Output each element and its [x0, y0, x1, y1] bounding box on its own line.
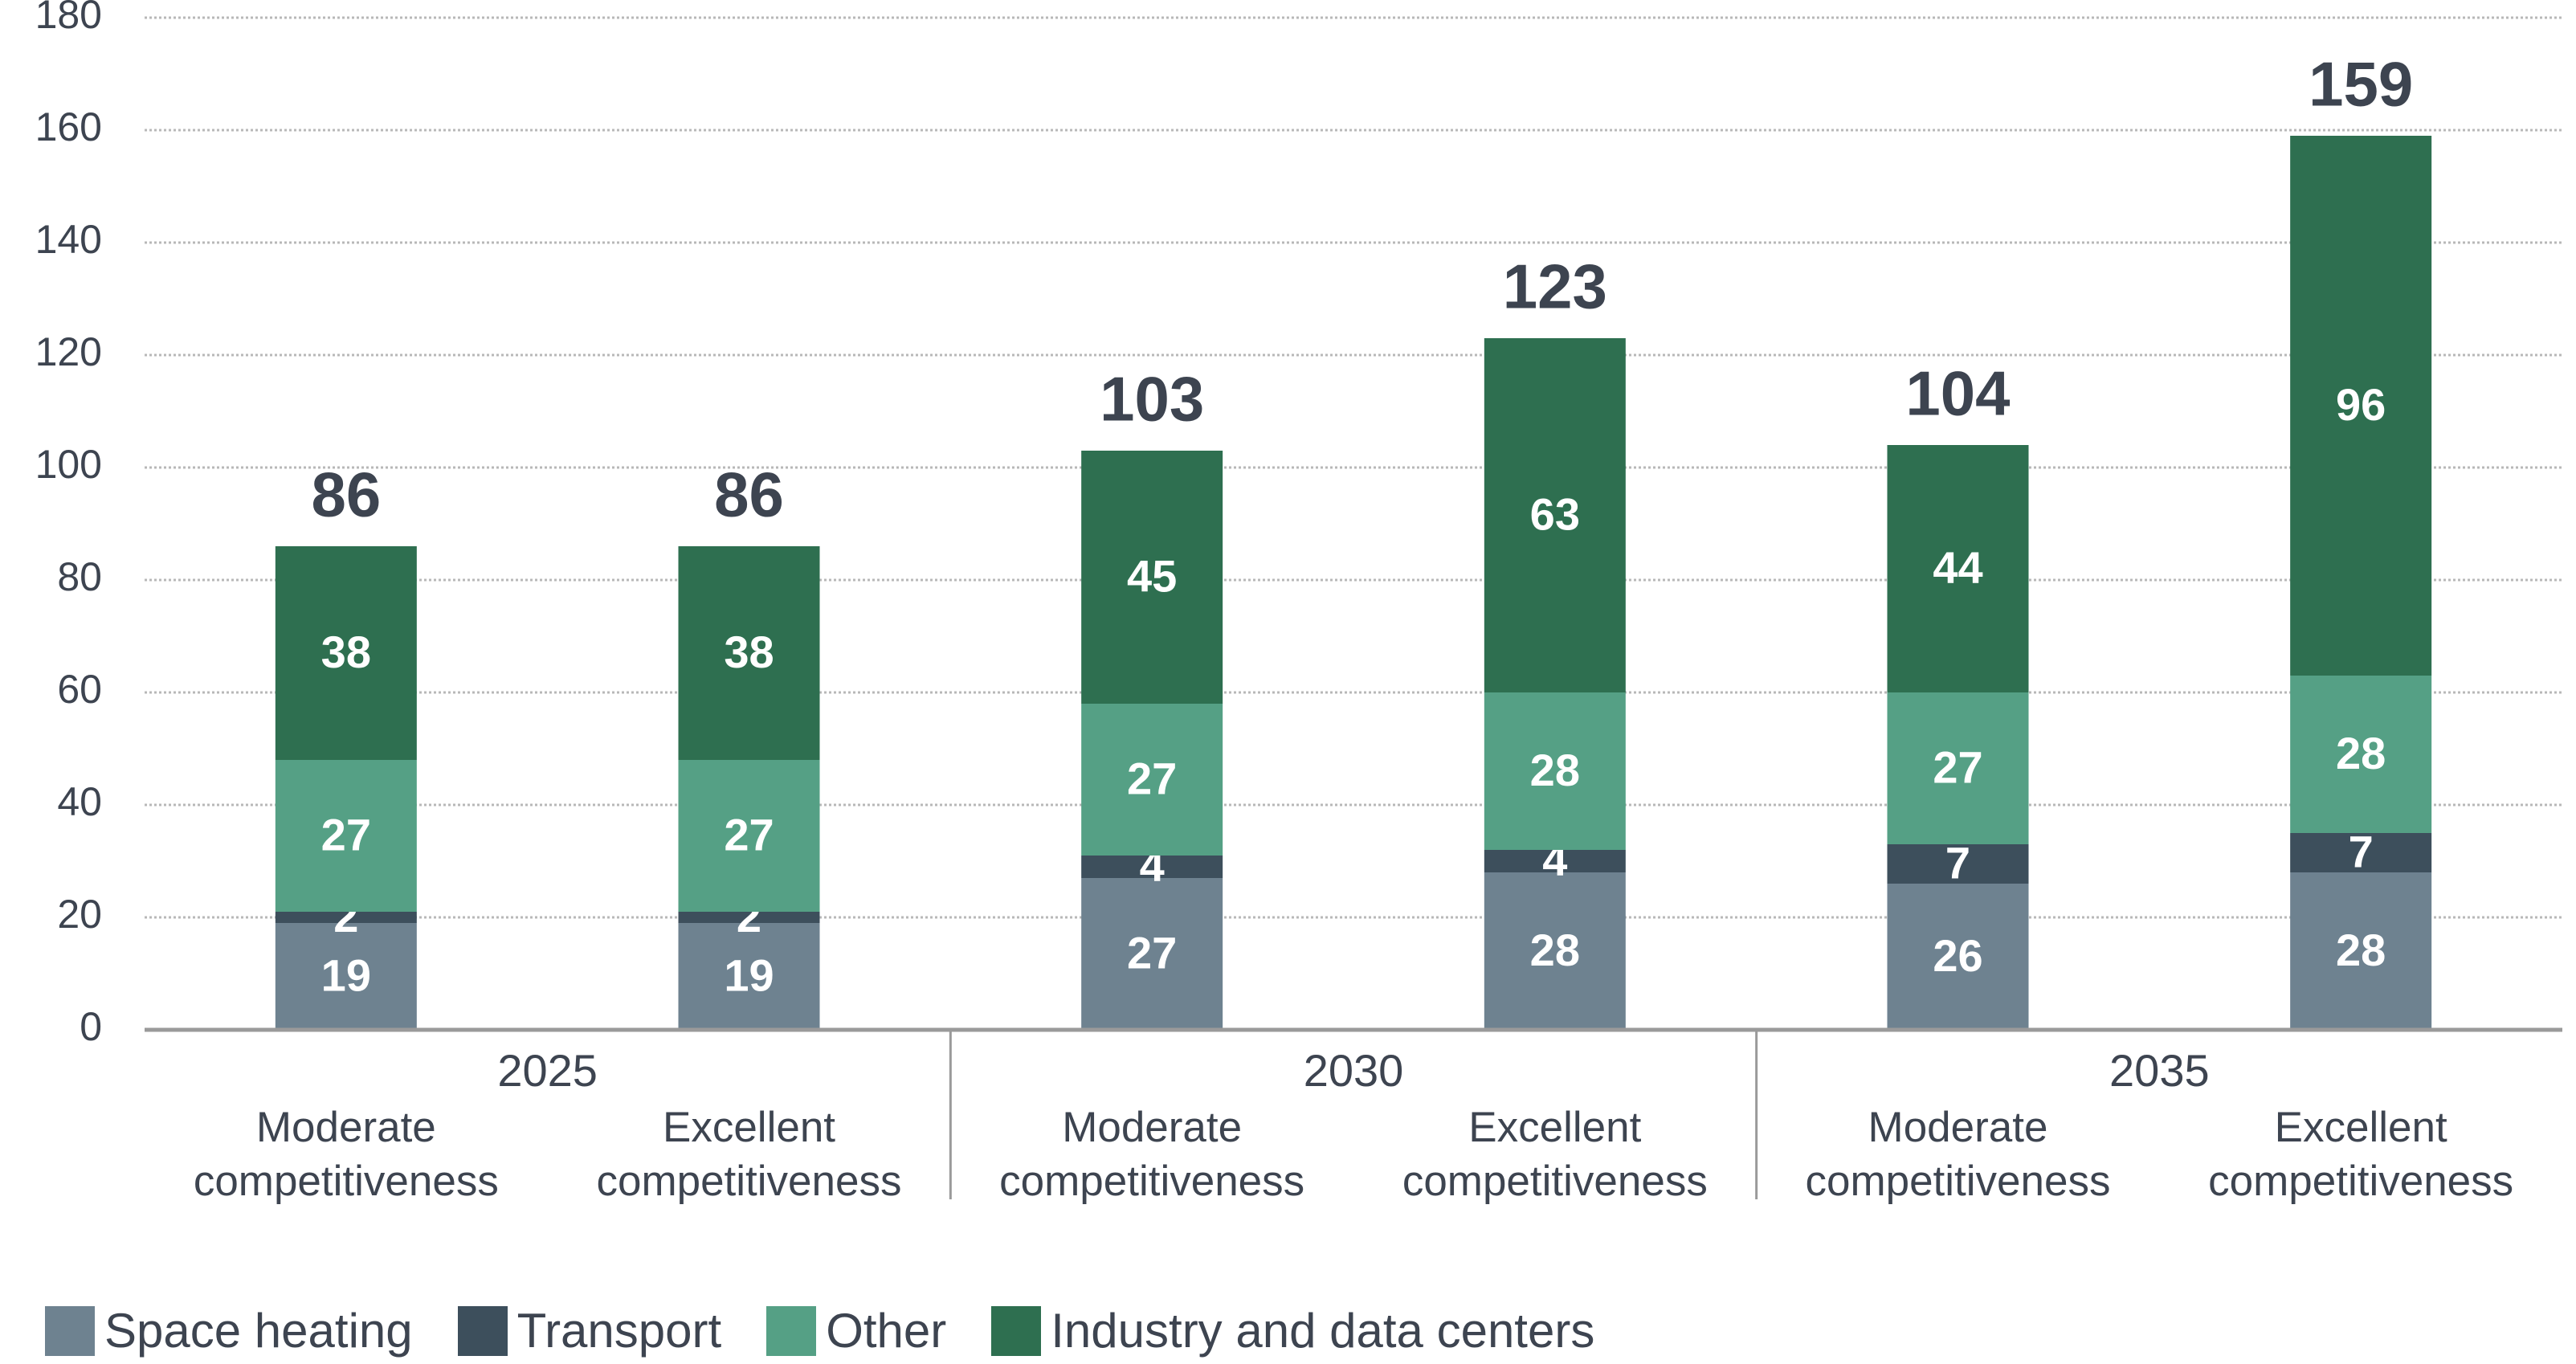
segment-label: 27 [1933, 741, 1982, 792]
segment-label: 7 [2349, 826, 2374, 876]
segment-label: 28 [2336, 925, 2386, 975]
x-tick-label: Moderate competitiveness [999, 1104, 1305, 1205]
bar-segment [1887, 844, 2029, 884]
segment-label: 63 [1530, 488, 1580, 539]
legend-label: Industry and data centers [1051, 1304, 1595, 1358]
total-label: 103 [1100, 364, 1204, 435]
total-label: 159 [2309, 49, 2413, 120]
bar-segment [1887, 884, 2029, 1030]
bar-segment [1484, 692, 1626, 850]
legend-item: Other [766, 1303, 946, 1358]
y-tick-label: 0 [80, 1004, 102, 1049]
segment-label: 28 [2336, 728, 2386, 778]
x-tick-label: Excellent competitiveness [2208, 1104, 2514, 1205]
segment-label: 19 [321, 949, 371, 1000]
legend-label: Other [826, 1304, 947, 1358]
total-label: 123 [1503, 251, 1607, 322]
segment-label: 27 [724, 809, 774, 860]
y-tick-label: 40 [57, 779, 102, 824]
segment-label: 26 [1933, 930, 1982, 981]
group-label: 2025 [497, 1045, 598, 1096]
y-tick-label: 140 [35, 217, 102, 262]
segment-label: 27 [321, 809, 371, 860]
bar-segment [1887, 445, 2029, 692]
y-tick-label: 60 [57, 667, 102, 712]
bar-segment [678, 923, 820, 1030]
bar-segment [1081, 704, 1223, 856]
legend-label: Space heating [104, 1304, 413, 1358]
segment-label: 45 [1127, 550, 1177, 601]
bar-segment [678, 760, 820, 912]
bar-segment [2290, 872, 2432, 1030]
legend-swatch [991, 1305, 1042, 1356]
bar-segment [275, 546, 417, 760]
bar-segment [678, 912, 820, 923]
bar-segment [2290, 136, 2432, 676]
legend-swatch [766, 1305, 817, 1356]
legend-item: Space heating [45, 1303, 413, 1358]
bar-segment [1081, 878, 1223, 1030]
bar-segment [2290, 833, 2432, 872]
segment-label: 96 [2336, 379, 2386, 430]
x-tick-label: Excellent competitiveness [596, 1104, 902, 1205]
bar-segment [1484, 338, 1626, 692]
bar-segment [275, 923, 417, 1030]
legend-label: Transport [516, 1304, 722, 1358]
x-tick-label: Excellent competitiveness [1402, 1104, 1708, 1205]
segment-label: 38 [724, 627, 774, 677]
y-tick-label: 180 [35, 0, 102, 37]
legend-item: Transport [457, 1303, 722, 1358]
legend-swatch [457, 1305, 508, 1356]
bar-segment [275, 912, 417, 923]
bar-segment [1484, 850, 1626, 872]
bar-segment [275, 760, 417, 912]
segment-label: 28 [1530, 925, 1580, 975]
group-label: 2035 [2109, 1045, 2210, 1096]
legend-swatch [45, 1305, 95, 1356]
y-tick-label: 120 [35, 329, 102, 374]
bar-segment [1081, 856, 1223, 878]
x-tick-label: Moderate competitiveness [193, 1104, 499, 1205]
segment-label: 19 [724, 949, 774, 1000]
segment-label: 38 [321, 627, 371, 677]
group-label: 2030 [1304, 1045, 1404, 1096]
y-tick-label: 160 [35, 104, 102, 149]
total-label: 86 [311, 459, 381, 530]
y-tick-label: 80 [57, 554, 102, 599]
total-label: 104 [1905, 358, 2010, 429]
y-tick-label: 100 [35, 442, 102, 487]
y-tick-label: 20 [57, 892, 102, 937]
legend: Space heating Transport Other Industry and … [45, 1303, 1639, 1358]
segment-label: 27 [1127, 753, 1177, 803]
segment-label: 28 [1530, 745, 1580, 795]
legend-item: Industry and data centers [991, 1303, 1594, 1358]
x-tick-label: Moderate competitiveness [1805, 1104, 2111, 1205]
bar-segment [2290, 676, 2432, 833]
bar-segment [1081, 451, 1223, 704]
bar-segment [678, 546, 820, 760]
bar-segment [1887, 692, 2029, 844]
segment-label: 44 [1933, 542, 1982, 593]
bar-segment [1484, 872, 1626, 1030]
segment-label: 7 [1945, 837, 1970, 888]
total-label: 86 [714, 459, 784, 530]
segment-label: 27 [1127, 927, 1177, 978]
